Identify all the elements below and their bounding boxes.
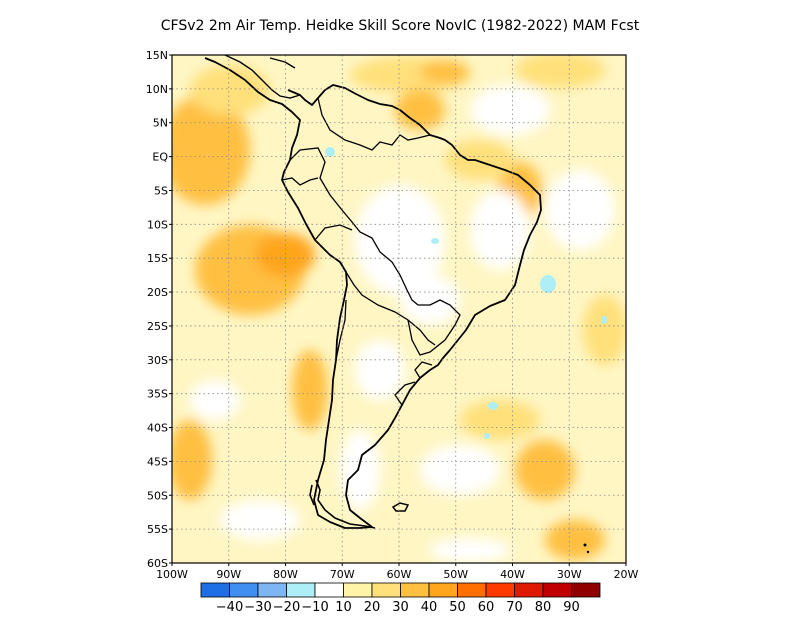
colorbar-swatch — [257, 582, 287, 598]
lat-tick-label: 25S — [147, 320, 168, 333]
tierra-del-fuego — [309, 479, 376, 529]
lat-tick-label: 50S — [147, 489, 168, 502]
colorbar-swatch — [571, 582, 601, 598]
colorbar-label: 90 — [563, 600, 580, 615]
colorbar-swatch — [428, 582, 458, 598]
colorbar-label: 60 — [478, 600, 495, 615]
lat-tick-label: EQ — [152, 151, 168, 164]
lon-tick-label: 20W — [614, 568, 639, 581]
map-title: CFSv2 2m Air Temp. Heidke Skill Score No… — [160, 18, 640, 34]
lat-tick-label: 5N — [153, 117, 168, 130]
colorbar-swatch — [229, 582, 259, 598]
lat-tick-label: 5S — [154, 184, 168, 197]
negative-skill-patch — [601, 316, 607, 324]
colorbar-label: −40 — [216, 600, 243, 615]
colorbar-swatch — [542, 582, 572, 598]
colorbar-swatch — [343, 582, 373, 598]
skill-field — [172, 55, 626, 563]
negative-skill-patch — [325, 147, 335, 157]
lat-tick-label: 15N — [146, 49, 168, 62]
colorbar-swatch — [314, 582, 344, 598]
coastline — [224, 55, 301, 99]
colorbar-swatch — [485, 582, 515, 598]
lon-tick-label: 40W — [500, 568, 525, 581]
negative-skill-patch — [488, 402, 498, 410]
lon-tick-label: 90W — [216, 568, 241, 581]
negative-skill-patch — [540, 275, 556, 293]
negative-skill-patch — [484, 433, 490, 439]
colorbar-swatch — [457, 582, 487, 598]
colorbar-label: 10 — [335, 600, 352, 615]
colorbar-label: 40 — [421, 600, 438, 615]
lat-tick-label: 10N — [146, 83, 168, 96]
lat-tick-label: 45S — [147, 455, 168, 468]
lat-tick-label: 10S — [147, 218, 168, 231]
lon-tick-label: 100W — [156, 568, 188, 581]
colorbar-swatch — [200, 582, 230, 598]
colorbar-labels: −40 −30 −20 −10 10 20 30 40 50 60 70 80 90 — [216, 600, 580, 615]
island-marker — [583, 543, 587, 547]
colorbar-label: −20 — [273, 600, 300, 615]
lon-tick-label: 80W — [273, 568, 298, 581]
lat-tick-label: 30S — [147, 354, 168, 367]
colorbar-label: 70 — [506, 600, 523, 615]
latitude-axis: 15N 10N 5N EQ 5S 10S 15S 20S 25S 30S 35S 40S 45S 50S 5… — [146, 49, 172, 570]
colorbar-label: −10 — [301, 600, 328, 615]
coastline — [204, 57, 542, 529]
lat-tick-label: 55S — [147, 523, 168, 536]
lat-tick-label: 60S — [147, 557, 168, 570]
falkland-islands — [391, 502, 410, 512]
lon-tick-label: 60W — [387, 568, 412, 581]
colorbar — [200, 582, 601, 598]
colorbar-label: 20 — [364, 600, 381, 615]
lon-tick-label: 30W — [557, 568, 582, 581]
colorbar-swatch — [371, 582, 401, 598]
lat-tick-label: 15S — [147, 252, 168, 265]
lat-tick-label: 20S — [147, 286, 168, 299]
lon-tick-label: 70W — [330, 568, 355, 581]
island-marker — [586, 550, 590, 554]
colorbar-swatch — [286, 582, 316, 598]
colorbar-label: 80 — [535, 600, 552, 615]
lon-tick-label: 50W — [443, 568, 468, 581]
colorbar-label: 50 — [449, 600, 466, 615]
lat-tick-label: 40S — [147, 422, 168, 435]
lat-tick-label: 35S — [147, 388, 168, 401]
colorbar-swatch — [400, 582, 430, 598]
colorbar-label: 30 — [392, 600, 409, 615]
colorbar-swatch — [514, 582, 544, 598]
colorbar-label: −30 — [244, 600, 271, 615]
negative-skill-patch — [431, 238, 439, 244]
map-grid — [172, 55, 626, 563]
longitude-axis: 100W 90W 80W 70W 60W 50W 40W 30W 20W — [156, 563, 639, 581]
